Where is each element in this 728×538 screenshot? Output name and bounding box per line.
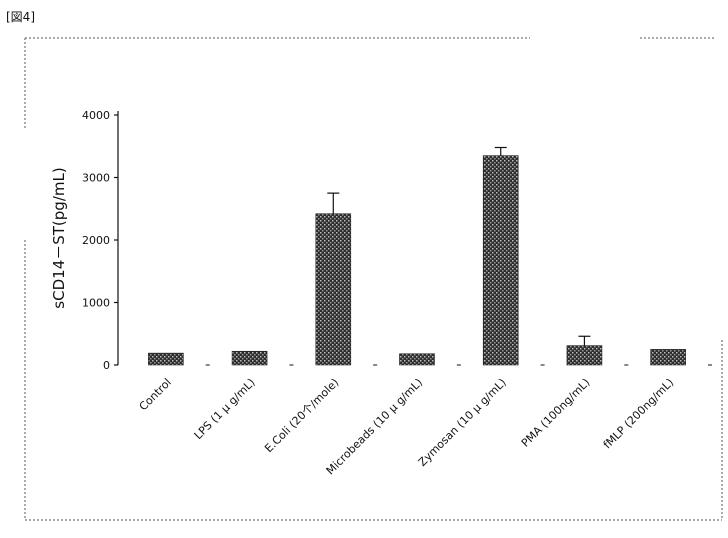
- error-bars: [327, 146, 591, 346]
- y-tick-label: 2000: [82, 234, 110, 247]
- y-tick-label: 4000: [82, 109, 110, 122]
- y-tick-label: 3000: [82, 172, 110, 185]
- bar: [231, 350, 268, 366]
- x-labels: Control LPS (1 μ g/mL) E.Coli (20个/mole)Mi…: [137, 376, 677, 477]
- bar: [399, 353, 435, 366]
- bar: [315, 213, 352, 366]
- x-tick-label: LPS (1 μ g/mL): [192, 376, 258, 442]
- figure-label: [図4]: [6, 10, 35, 24]
- bar: [482, 155, 519, 366]
- y-ticks: 0 1000 2000 3000 4000: [82, 109, 118, 372]
- bars: [148, 155, 712, 366]
- y-axis-label: sCD14－ST(pg/mL): [50, 167, 68, 308]
- x-tick-label: Control: [137, 376, 174, 413]
- figure-frame: [24, 37, 723, 521]
- x-tick-label: Zymosan (10 μ g/mL): [416, 376, 509, 469]
- bar: [650, 349, 686, 366]
- x-tick-label: E.Coli (20个/mole): [262, 376, 341, 455]
- x-tick-label: PMA (100ng/mL): [519, 376, 593, 450]
- x-tick-label: Microbeads (10 μ g/mL): [324, 376, 425, 477]
- bar: [148, 352, 184, 366]
- bar: [566, 345, 603, 366]
- x-tick-label: fMLP (200ng/mL): [601, 376, 676, 451]
- y-tick-label: 0: [103, 359, 110, 372]
- y-tick-label: 1000: [82, 297, 110, 310]
